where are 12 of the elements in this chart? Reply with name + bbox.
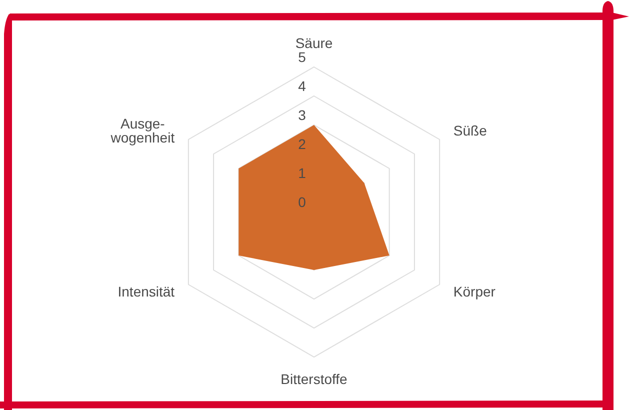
spoke-label: Intensität (118, 283, 175, 300)
spoke-label: Bitterstoffe (280, 370, 348, 387)
y-tick-label: 5 (298, 48, 306, 65)
spoke-label: Süße (453, 122, 488, 138)
y-tick-label: 3 (298, 106, 306, 123)
y-tick-label: 4 (298, 78, 306, 94)
spoke-label: Säure (295, 34, 333, 51)
spoke-label: Ausge- wogenheit (110, 115, 175, 146)
spoke-label: Körper (453, 283, 496, 300)
y-tick-label: 0 (298, 194, 306, 210)
y-tick-label: 2 (298, 136, 306, 152)
y-tick-label: 1 (298, 164, 306, 181)
